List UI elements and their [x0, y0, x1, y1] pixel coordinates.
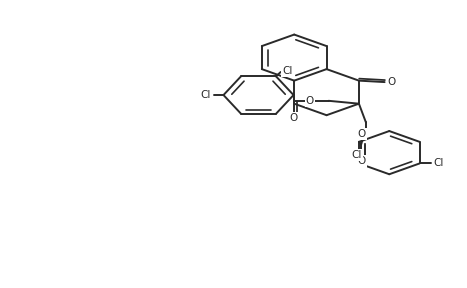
Text: Cl: Cl	[283, 66, 293, 75]
Text: Cl: Cl	[352, 150, 362, 160]
Text: O: O	[357, 156, 365, 166]
Text: O: O	[290, 113, 297, 123]
Text: O: O	[306, 96, 314, 106]
Text: O: O	[357, 129, 365, 139]
Text: O: O	[388, 77, 396, 87]
Text: Cl: Cl	[200, 90, 211, 100]
Text: Cl: Cl	[433, 158, 444, 168]
